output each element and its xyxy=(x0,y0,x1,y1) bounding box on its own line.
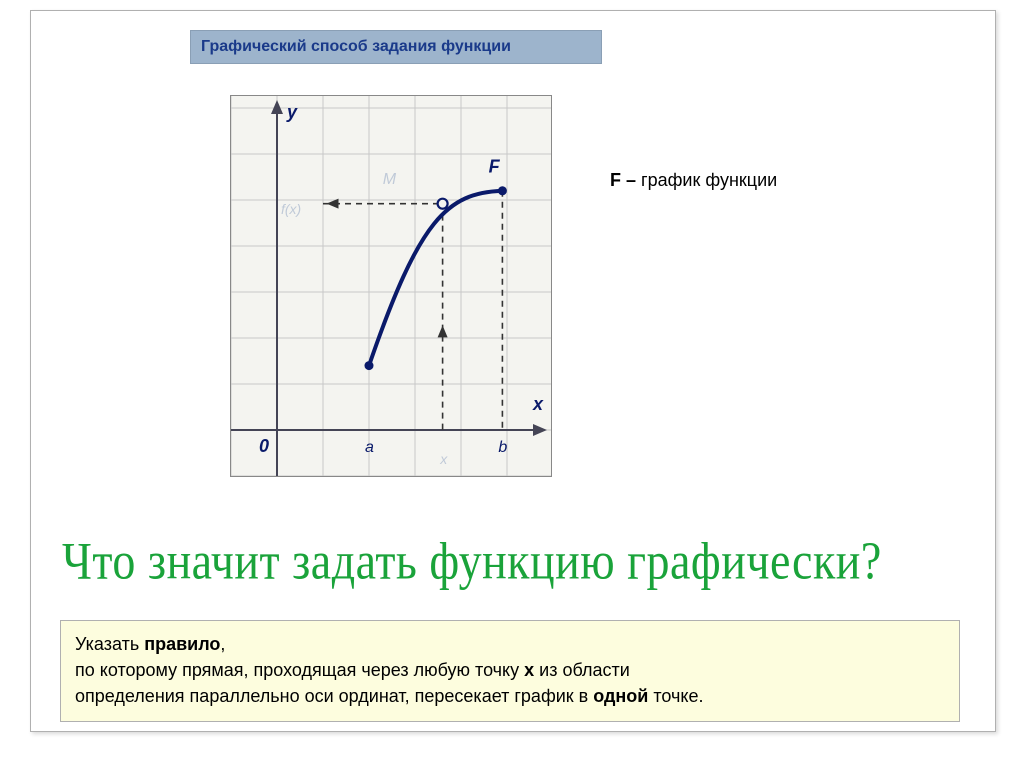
svg-text:0: 0 xyxy=(259,436,269,456)
rule-l2bold: х xyxy=(524,660,534,680)
svg-text:x: x xyxy=(439,451,448,467)
svg-text:y: y xyxy=(286,102,298,122)
rule-p2: , xyxy=(220,634,225,654)
svg-text:b: b xyxy=(498,439,507,456)
caption-bold: F – xyxy=(610,170,641,190)
rule-l2b: из области xyxy=(534,660,630,680)
rule-l2a: по которому прямая, проходящая через люб… xyxy=(75,660,524,680)
title-band: Графический способ задания функции xyxy=(190,30,602,64)
rule-l3b: точке. xyxy=(648,686,703,706)
chart-svg: y x 0 a b F Mf(x) x xyxy=(231,96,551,476)
svg-text:F: F xyxy=(489,156,501,176)
rule-box: Указать правило, по которому прямая, про… xyxy=(60,620,960,722)
rule-l3a: определения параллельно оси ординат, пер… xyxy=(75,686,593,706)
rule-b1: правило xyxy=(144,634,220,654)
graph-caption: F – график функции xyxy=(610,170,777,191)
caption-rest: график функции xyxy=(641,170,777,190)
function-graph: y x 0 a b F Mf(x) x xyxy=(230,95,552,477)
svg-text:f(x): f(x) xyxy=(281,201,301,217)
question-heading: Что значит задать функцию графически? xyxy=(62,530,882,591)
title-text: Графический способ задания функции xyxy=(201,38,511,56)
svg-text:a: a xyxy=(365,439,374,456)
rule-p1: Указать xyxy=(75,634,144,654)
svg-text:M: M xyxy=(383,171,397,188)
rule-l3bold: одной xyxy=(593,686,648,706)
svg-text:x: x xyxy=(532,394,544,414)
